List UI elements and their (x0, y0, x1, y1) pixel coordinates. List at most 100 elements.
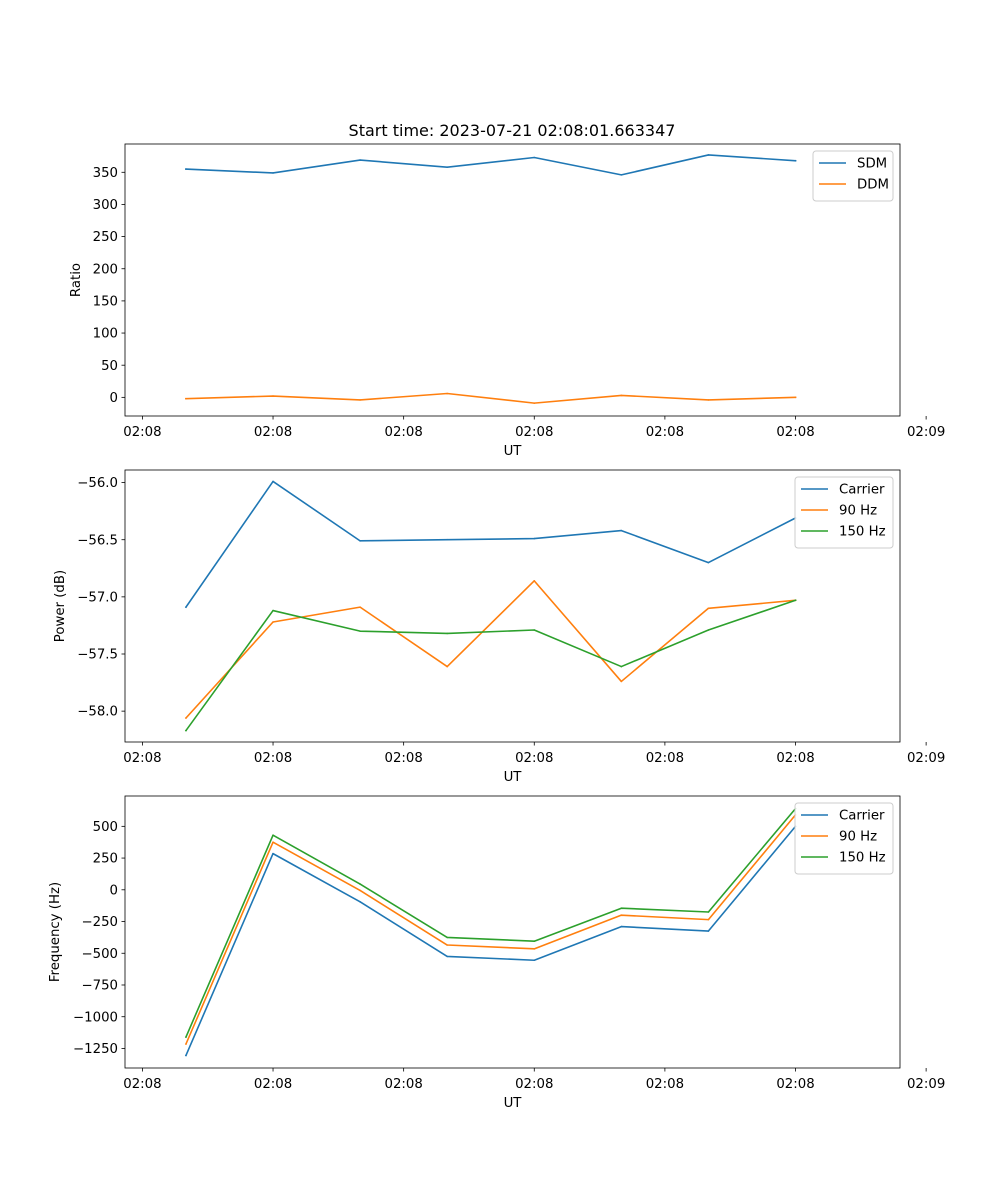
y-axis-label: Ratio (69, 263, 84, 297)
y-tick-label: −500 (81, 947, 118, 962)
data-point (707, 930, 710, 932)
data-point (446, 166, 448, 168)
data-point (620, 665, 623, 668)
data-point (533, 537, 536, 540)
legend-entry: Carrier (839, 809, 885, 824)
legend: Carrier 90 Hz 150 Hz (794, 476, 894, 549)
legend-entry: 90 Hz (839, 830, 877, 845)
y-tick-label: 50 (101, 359, 118, 374)
x-tick-label: 02:08 (776, 751, 814, 766)
data-point (272, 841, 274, 844)
chart-title: Start time: 2023-07-21 02:08:01.663347 (349, 121, 676, 140)
data-point (707, 154, 710, 156)
y-tick-label: −56.0 (77, 476, 118, 491)
y-tick-label: 0 (110, 391, 118, 406)
data-point (794, 159, 797, 162)
legend-entry: Carrier (839, 483, 885, 498)
data-point (707, 399, 710, 401)
x-tick-label: 02:08 (123, 1077, 161, 1092)
data-point (620, 907, 623, 910)
data-point (446, 665, 448, 668)
data-point (533, 580, 536, 582)
data-point (446, 955, 448, 958)
data-point (446, 944, 448, 946)
series-line-ddm (185, 392, 797, 404)
x-axis-label: UT (504, 1096, 523, 1111)
subplot-2: −58.0 −57.5 −57.0 −56.5 −56.0 02:08 02:08 02:08… (53, 469, 945, 785)
data-point (446, 538, 448, 541)
data-point (359, 883, 361, 885)
x-tick-label: 02:08 (384, 751, 422, 766)
data-point (533, 940, 536, 943)
y-axis-label: Frequency (Hz) (48, 882, 63, 982)
legend-entry: 150 Hz (839, 525, 886, 540)
y-tick-label: −1250 (73, 1042, 118, 1057)
legend: Carrier 90 Hz 150 Hz (794, 802, 894, 875)
x-tick-label: 02:08 (384, 425, 422, 440)
series-line-150-hz (184, 807, 797, 1039)
data-point (707, 607, 710, 610)
x-tick-label: 02:09 (907, 425, 945, 440)
data-point (707, 911, 710, 913)
y-tick-label: −58.0 (77, 705, 118, 720)
legend-entry: 90 Hz (839, 504, 877, 519)
axes-frame (124, 795, 901, 1069)
legend: SDM DDM (812, 150, 894, 202)
data-point (185, 397, 187, 400)
x-tick-label: 02:08 (254, 425, 292, 440)
x-tick-label: 02:09 (907, 751, 945, 766)
data-point (446, 632, 448, 635)
x-tick-label: 02:08 (254, 1077, 292, 1092)
subplot-3: −1250 −1000 −750 −500 −250 0 250 500 02:08 02:08 0… (48, 795, 945, 1111)
data-point (359, 159, 361, 161)
charts: 0 50 100 150 200 250 300 350 02:08 02:08 02:08 02:0… (48, 143, 945, 1111)
data-point (272, 834, 274, 837)
data-point (359, 540, 361, 542)
data-point (533, 948, 536, 950)
data-point (533, 629, 536, 631)
data-point (446, 392, 448, 395)
data-point (620, 680, 623, 683)
legend-entry: DDM (857, 178, 889, 193)
series-line-150-hz (184, 599, 797, 732)
axes-frame (124, 469, 901, 743)
data-point (272, 852, 274, 855)
y-tick-label: −1000 (73, 1010, 118, 1025)
data-point (707, 561, 710, 564)
x-tick-label: 02:08 (515, 1077, 553, 1092)
x-tick-label: 02:08 (776, 1077, 814, 1092)
data-point (185, 717, 187, 719)
y-tick-label: 250 (93, 230, 118, 245)
data-point (359, 606, 361, 608)
y-tick-label: −56.5 (77, 533, 118, 548)
y-tick-label: −250 (81, 915, 118, 930)
x-tick-label: 02:08 (515, 425, 553, 440)
data-point (707, 629, 710, 631)
y-tick-label: 350 (93, 166, 118, 181)
y-tick-label: 300 (93, 198, 118, 213)
y-tick-label: 200 (93, 262, 118, 277)
legend-entry: 150 Hz (839, 851, 886, 866)
x-axis-label: UT (504, 444, 523, 459)
data-point (185, 606, 187, 608)
data-point (359, 399, 361, 401)
data-point (359, 889, 361, 892)
data-point (446, 936, 448, 939)
data-point (794, 599, 797, 602)
data-point (620, 529, 623, 532)
data-point (533, 402, 536, 404)
x-tick-label: 02:08 (123, 425, 161, 440)
data-point (707, 918, 710, 921)
series-line-90-hz (184, 580, 797, 720)
data-point (185, 1043, 187, 1045)
data-point (620, 174, 623, 176)
data-point (794, 396, 797, 399)
data-point (359, 901, 361, 903)
x-tick-label: 02:08 (384, 1077, 422, 1092)
y-tick-label: 250 (93, 852, 118, 867)
data-point (272, 395, 274, 397)
x-tick-label: 02:09 (907, 1077, 945, 1092)
data-point (620, 394, 623, 397)
data-point (185, 1054, 187, 1057)
data-point (533, 156, 536, 159)
